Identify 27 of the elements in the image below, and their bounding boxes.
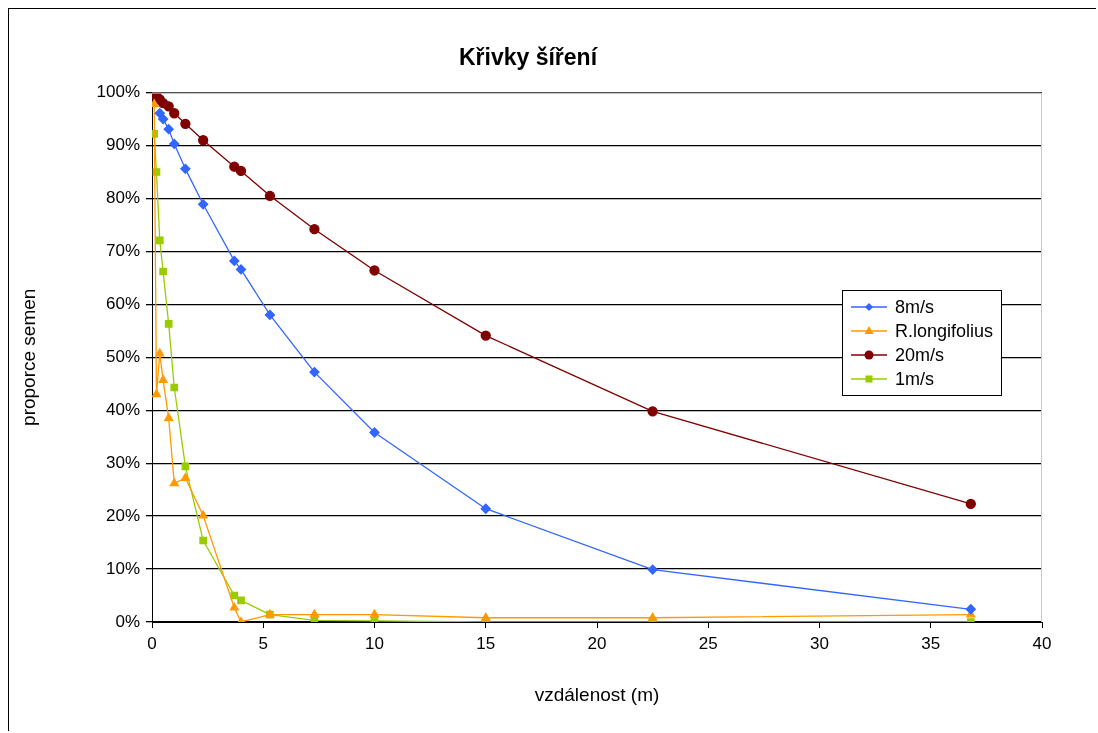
x-tick-label: 35 bbox=[921, 633, 941, 653]
legend-label: 8m/s bbox=[894, 296, 934, 319]
x-tick-label: 10 bbox=[365, 633, 384, 653]
y-tick-label: 70% bbox=[105, 241, 140, 261]
y-tick-label: 80% bbox=[105, 188, 140, 208]
legend-label: 1m/s bbox=[894, 368, 934, 391]
y-tick-label: 0% bbox=[115, 611, 140, 631]
x-axis-title: vzdálenost (m) bbox=[534, 683, 660, 705]
y-tick-label: 90% bbox=[105, 135, 140, 155]
legend-label: 20m/s bbox=[894, 344, 944, 367]
legend-label: R.longifolius bbox=[894, 320, 993, 343]
x-tick-label: 5 bbox=[258, 633, 268, 653]
y-tick-label: 60% bbox=[105, 294, 140, 314]
x-tick-label: 40 bbox=[1032, 633, 1052, 653]
y-axis-title: proporce semen bbox=[17, 288, 39, 426]
y-tick-label: 20% bbox=[105, 505, 140, 525]
chart-title: Křivky šíření bbox=[458, 44, 599, 71]
y-tick-label: 50% bbox=[105, 346, 140, 366]
y-tick-label: 10% bbox=[105, 558, 140, 578]
y-tick-label: 30% bbox=[105, 452, 140, 472]
x-tick-label: 25 bbox=[698, 633, 718, 653]
x-tick-label: 30 bbox=[810, 633, 829, 653]
x-tick-label: 0 bbox=[147, 633, 157, 653]
x-tick-label: 15 bbox=[476, 633, 496, 653]
x-tick-label: 20 bbox=[587, 633, 607, 653]
y-tick-label: 100% bbox=[96, 82, 140, 102]
y-tick-label: 40% bbox=[105, 399, 140, 419]
